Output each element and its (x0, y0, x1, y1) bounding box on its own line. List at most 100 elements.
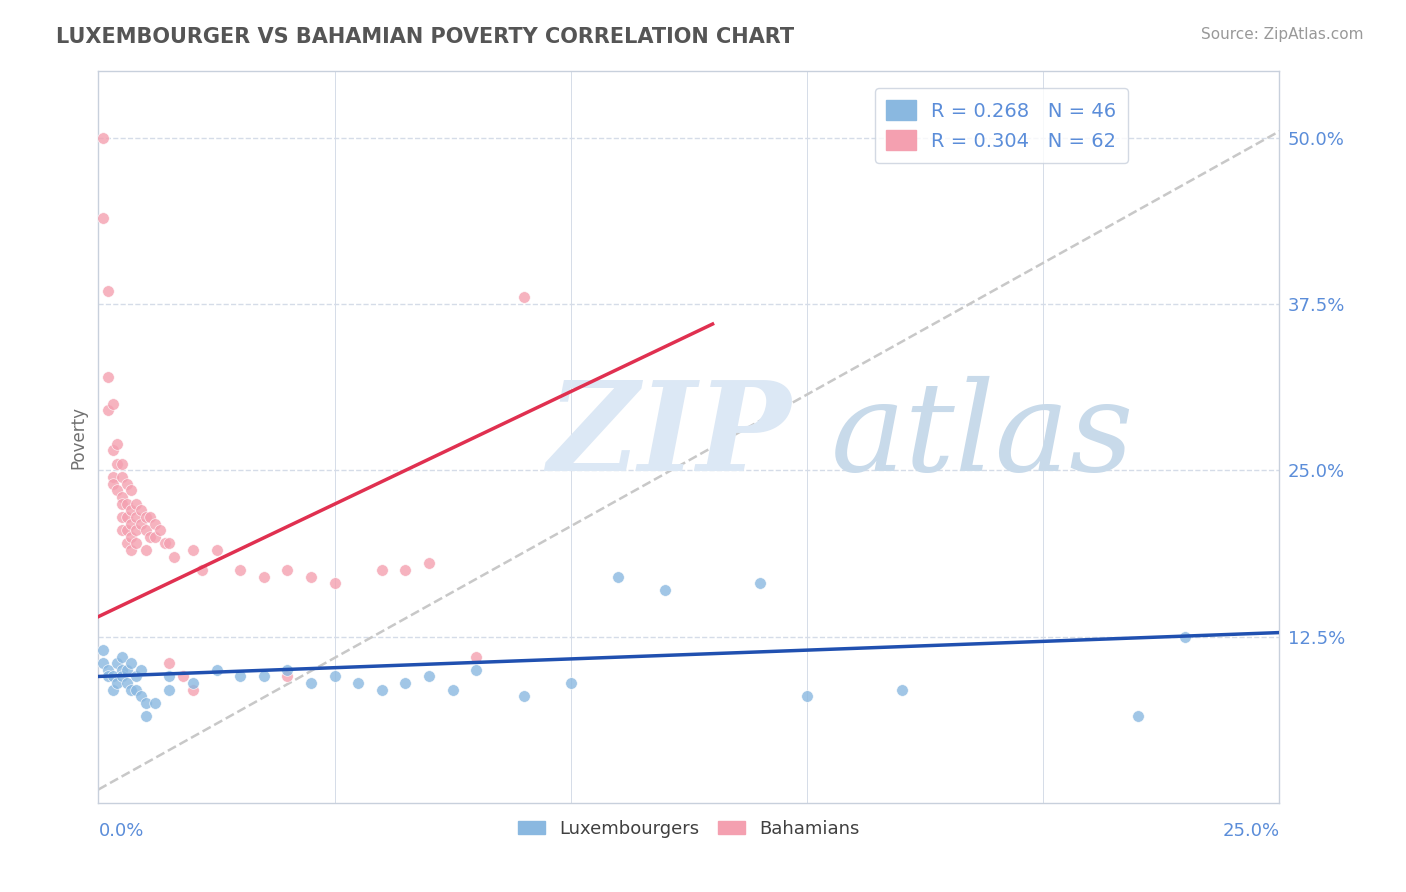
Point (139, 509, 162, 524)
Point (111, 649, 134, 664)
Point (890, 682, 912, 697)
Point (111, 457, 134, 471)
Point (1174, 630, 1197, 644)
Point (191, 563, 214, 577)
Point (111, 523, 134, 537)
Point (121, 503, 143, 517)
Point (135, 523, 157, 537)
Point (394, 676, 416, 690)
Point (125, 536, 148, 550)
Point (97, 370, 120, 384)
Point (229, 563, 252, 577)
Point (91, 656, 114, 670)
Point (105, 483, 128, 498)
Point (115, 523, 138, 537)
Point (125, 669, 148, 683)
Point (323, 576, 346, 591)
Point (101, 682, 124, 697)
Point (371, 563, 394, 577)
Point (135, 509, 157, 524)
Point (97, 403, 120, 417)
Point (143, 696, 166, 710)
Point (111, 509, 134, 524)
Text: Source: ZipAtlas.com: Source: ZipAtlas.com (1201, 27, 1364, 42)
Point (115, 497, 138, 511)
Point (111, 663, 134, 677)
Point (347, 676, 370, 690)
Point (105, 457, 128, 471)
Point (135, 696, 157, 710)
Point (229, 669, 252, 683)
Point (105, 656, 128, 670)
Point (121, 483, 143, 498)
Point (465, 649, 488, 664)
Point (115, 676, 138, 690)
Point (111, 669, 134, 683)
Point (121, 516, 143, 531)
Point (121, 656, 143, 670)
Text: atlas: atlas (831, 376, 1135, 498)
Point (135, 543, 157, 558)
Point (111, 497, 134, 511)
Point (139, 530, 162, 544)
Point (796, 690, 818, 704)
Point (125, 497, 148, 511)
Point (91, 131, 114, 145)
Point (105, 436, 128, 450)
Text: LUXEMBOURGER VS BAHAMIAN POVERTY CORRELATION CHART: LUXEMBOURGER VS BAHAMIAN POVERTY CORRELA… (56, 27, 794, 46)
Point (163, 549, 186, 564)
Point (276, 663, 298, 677)
Point (129, 663, 152, 677)
Text: ZIP: ZIP (547, 376, 792, 498)
Point (135, 709, 157, 723)
Point (125, 509, 148, 524)
Point (91, 211, 114, 225)
Point (143, 530, 166, 544)
Point (371, 682, 394, 697)
Point (101, 669, 124, 683)
Point (253, 669, 276, 683)
Point (129, 503, 152, 517)
Point (654, 582, 676, 597)
Point (181, 543, 204, 558)
Point (394, 563, 416, 577)
Text: 25.0%: 25.0% (1222, 822, 1279, 839)
Point (157, 536, 180, 550)
Point (276, 563, 298, 577)
Point (153, 536, 176, 550)
Point (111, 470, 134, 484)
Point (276, 669, 298, 683)
Point (157, 656, 180, 670)
Point (115, 476, 138, 491)
Point (299, 676, 322, 690)
Point (157, 682, 180, 697)
Point (323, 669, 346, 683)
Point (97, 284, 120, 298)
Point (607, 570, 630, 584)
Point (748, 576, 770, 591)
Point (253, 570, 276, 584)
Point (97, 669, 120, 683)
Point (299, 570, 322, 584)
Point (115, 536, 138, 550)
Point (181, 682, 204, 697)
Point (465, 663, 488, 677)
Legend: Luxembourgers, Bahamians: Luxembourgers, Bahamians (510, 813, 868, 845)
Point (121, 530, 143, 544)
Point (125, 682, 148, 697)
Point (181, 676, 204, 690)
Point (101, 443, 124, 458)
Point (172, 669, 194, 683)
Point (205, 663, 228, 677)
Point (149, 523, 172, 537)
Point (115, 663, 138, 677)
Point (121, 543, 143, 558)
Point (441, 682, 464, 697)
Point (101, 397, 124, 411)
Point (111, 490, 134, 504)
Point (512, 690, 534, 704)
Point (157, 669, 180, 683)
Point (101, 476, 124, 491)
Point (101, 470, 124, 484)
Point (121, 682, 143, 697)
